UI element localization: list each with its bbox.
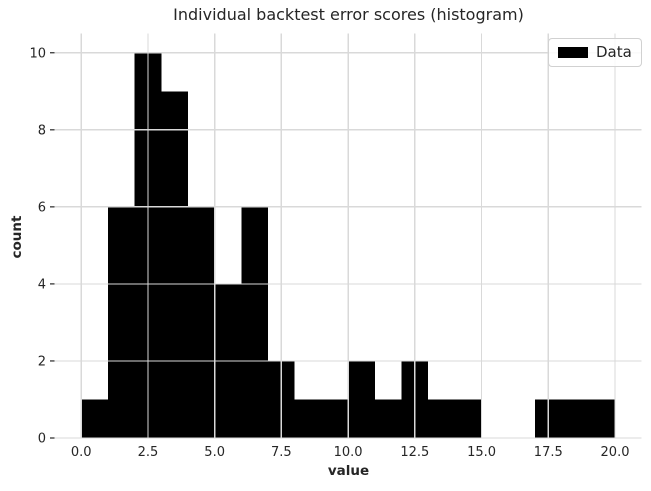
x-tick-label: 5.0 <box>204 445 225 460</box>
x-tick-label: 0.0 <box>71 445 92 460</box>
y-tick-label: 0 <box>38 432 46 447</box>
histogram-bar <box>107 206 135 438</box>
x-tick-label: 12.5 <box>400 445 429 460</box>
legend-swatch <box>558 47 588 58</box>
histogram-bar <box>428 399 455 438</box>
histogram-bar <box>374 399 402 438</box>
histogram-bar <box>241 206 269 438</box>
histogram-bar <box>588 399 616 438</box>
x-tick-label: 15.0 <box>467 445 496 460</box>
histogram-bar <box>348 360 375 438</box>
histogram-bar <box>161 91 188 438</box>
x-tick-label: 10.0 <box>334 445 363 460</box>
legend: Data <box>548 38 642 67</box>
histogram-bar <box>81 399 108 438</box>
y-tick-label: 10 <box>29 46 46 61</box>
histogram-bar <box>561 399 589 438</box>
x-tick-label: 20.0 <box>601 445 630 460</box>
chart-title: Individual backtest error scores (histog… <box>173 5 524 24</box>
y-tick-label: 8 <box>38 123 46 138</box>
histogram-bar <box>294 399 322 438</box>
histogram-bar <box>454 399 482 438</box>
x-tick-label: 17.5 <box>534 445 563 460</box>
y-tick-label: 6 <box>38 200 46 215</box>
y-tick-label: 2 <box>38 354 46 369</box>
histogram-bar <box>187 206 215 438</box>
legend-label: Data <box>596 43 632 61</box>
x-axis-label: value <box>327 463 370 479</box>
x-tick-label: 2.5 <box>138 445 159 460</box>
y-axis-label: count <box>9 215 25 259</box>
y-tick-label: 4 <box>38 277 46 292</box>
histogram-bar <box>321 399 349 438</box>
x-tick-label: 7.5 <box>271 445 292 460</box>
